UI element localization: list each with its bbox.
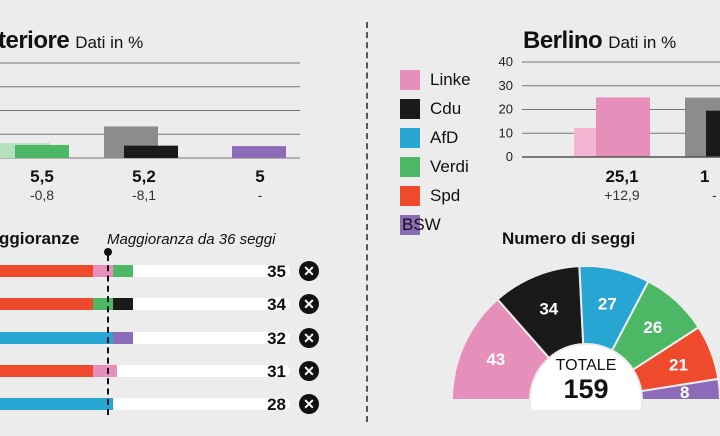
coalition-segment-linke [92,265,113,277]
coalition-total: 34 [267,295,286,314]
left-subtitle: Dati in % [75,33,144,52]
legend-swatch [400,70,420,90]
legend-label: AfD [430,128,459,147]
coalition-total: 35 [267,262,286,281]
slice-label: 26 [643,318,662,337]
left-change-3: - [257,187,263,203]
right-change-2: - [712,187,717,203]
left-value-3: 5 [255,167,265,186]
coalition-row [0,298,290,310]
coalition-segment-afd [0,332,113,344]
coalition-segment-verdi [92,298,113,310]
coalition-row [0,265,290,277]
right-title-text: Berlino [523,27,603,54]
left-title-text: teriore [0,27,70,54]
legend-label: Verdi [430,157,469,176]
no-majority-icon: ✕ [299,361,319,381]
hemicycle-center [531,345,641,410]
legend-swatch [400,215,420,235]
coalition-segment-spd [0,365,93,377]
current-bar [124,145,178,158]
left-change-2: -8,1 [131,187,157,203]
coalition-rows: 35 ✕ 34 ✕ 32 ✕ 31 ✕ 28 ✕ [0,248,330,425]
previous-bar [574,128,596,157]
coalition-row [0,332,290,344]
right-change-1: +12,9 [604,187,640,203]
legend-swatch [400,99,420,119]
seats-hemicycle-chart: 43 34 27 26 21 8 [450,265,720,410]
slice-label: 27 [598,294,617,313]
legend-label: Cdu [430,99,462,118]
legend-label: BSW [402,215,441,234]
right-bar-chart: 0 10 20 30 40 [499,54,720,164]
right-chart-title: Berlino Dati in % [523,27,676,55]
current-bar [596,97,650,157]
total-value: 159 [563,374,609,404]
y-tick-label: 30 [499,78,513,93]
coalition-total: 28 [267,395,286,414]
no-majority-icon: ✕ [299,394,319,414]
y-tick-label: 20 [499,102,513,117]
coalition-segment-bsw [112,332,133,344]
left-value-2: 5,2 [132,167,156,186]
majority-threshold-dot [104,248,112,256]
coalitions-title: ggioranze [0,229,80,248]
y-tick-label: 0 [506,149,513,164]
legend-swatch [400,157,420,177]
legend-swatch [400,186,420,206]
legend-label: Linke [430,70,471,89]
left-change-1: -0,8 [29,187,55,203]
coalition-row [0,398,290,410]
no-majority-icon: ✕ [299,261,319,281]
legend-label: Spd [430,186,461,205]
left-bar-chart [0,62,300,159]
coalition-segment-spd [0,298,93,310]
coalition-segment-linke [92,365,117,377]
y-tick-label: 10 [499,125,513,140]
slice-label: 43 [486,350,505,369]
current-bar [15,144,69,158]
coalition-segment-afd [0,398,113,410]
current-bar [706,110,720,157]
coalition-total: 31 [267,362,286,381]
majority-label: Maggioranza da 36 seggi [107,231,276,248]
slice-label: 8 [680,383,689,402]
legend-swatch [400,128,420,148]
panel-divider [366,22,368,422]
right-value-1: 25,1 [605,167,639,186]
no-majority-icon: ✕ [299,328,319,348]
coalition-segment-cdu [112,298,133,310]
coalition-total: 32 [267,329,286,348]
majority-threshold-line [107,255,109,415]
right-subtitle: Dati in % [608,33,677,52]
coalition-segment-spd [0,265,93,277]
left-value-1: 5,5 [30,167,54,186]
coalition-row [0,365,290,377]
no-majority-icon: ✕ [299,294,319,314]
hemicycle-slice-bsw [640,377,720,401]
coalition-segment-verdi [112,265,133,277]
y-tick-label: 40 [499,54,513,69]
left-chart-title: teriore Dati in % [0,27,143,55]
slice-label: 21 [669,356,688,375]
current-bar [232,146,286,158]
slice-label: 34 [539,299,558,318]
total-label: TOTALE [555,357,617,374]
seats-title: Numero di seggi [502,229,636,248]
right-value-2: 1 [700,167,710,186]
